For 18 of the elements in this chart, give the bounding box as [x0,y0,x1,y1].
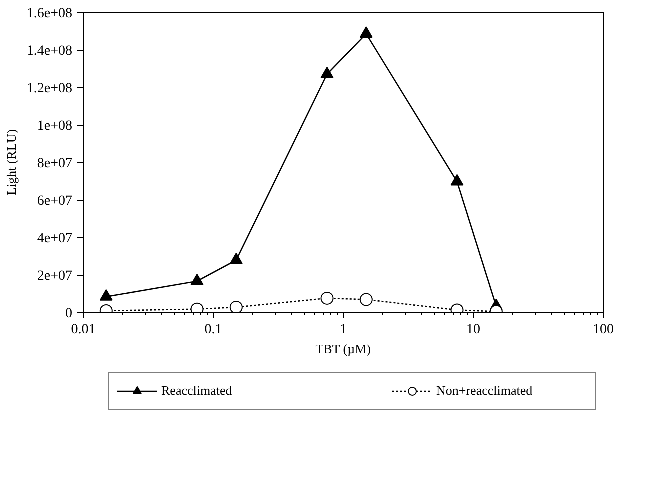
y-tick-label: 1.4e+08 [26,44,72,59]
y-tick-label: 1e+08 [37,119,72,134]
y-tick-label: 1.6e+08 [26,6,72,22]
y-tick-label: 6e+07 [37,194,72,209]
y-tick-label: 1.2e+08 [26,82,72,96]
x-tick-label: 0.01 [71,322,96,338]
legend-label: Reacclimated [162,383,234,399]
y-tick-label: 8e+07 [37,156,72,172]
x-axis-title: TBT (µM) [316,342,372,356]
x-tick-label: 100 [593,322,614,338]
y-axis-title: Light (RLU) [4,129,19,196]
y-tick-label: 4e+07 [37,232,72,246]
y-tick-label: 0 [66,306,72,322]
x-tick-label: 10 [466,322,480,338]
legend-label: Non+reacclimated [436,383,534,399]
x-tick-label: 1 [340,322,347,338]
y-tick-label: 2e+07 [37,269,72,284]
x-tick-label: 0.1 [204,322,222,338]
